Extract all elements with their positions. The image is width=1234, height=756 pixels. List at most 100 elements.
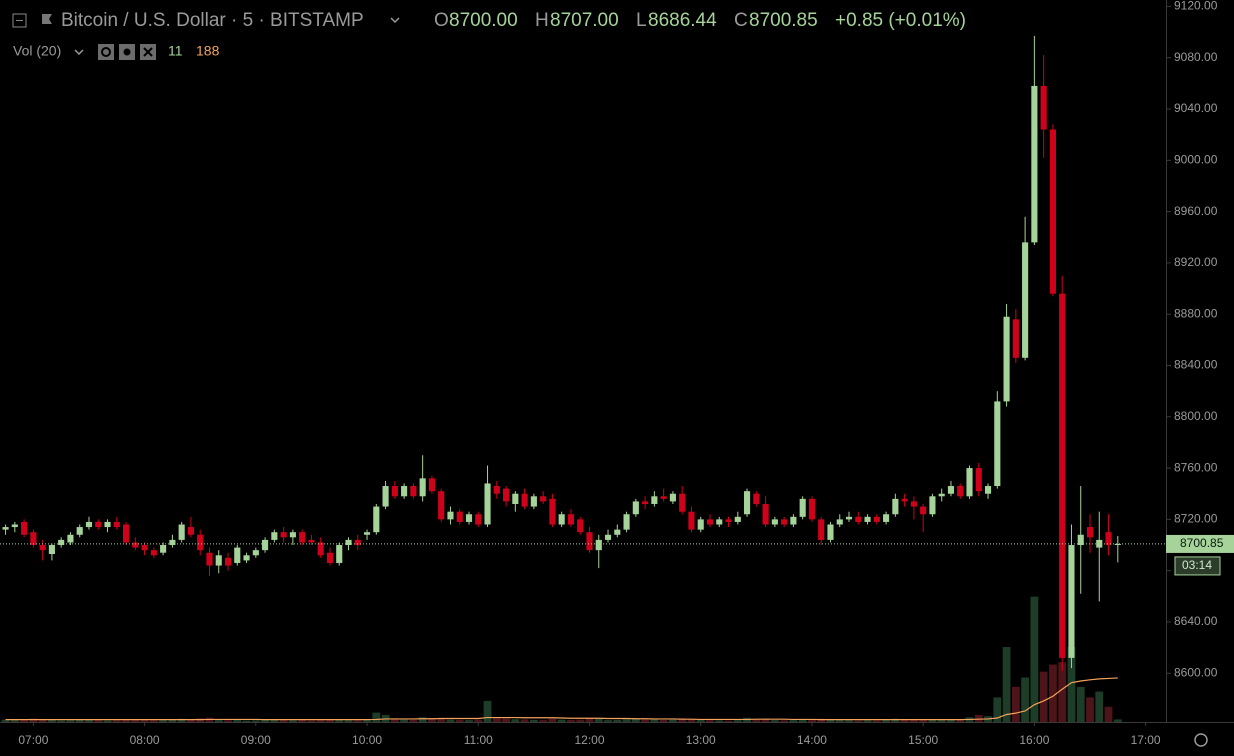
symbol-flag[interactable] bbox=[42, 13, 52, 28]
candle-body bbox=[734, 516, 741, 522]
candle-body bbox=[262, 539, 269, 551]
candle-body bbox=[1049, 129, 1056, 294]
volume-bar bbox=[288, 720, 297, 722]
volume-bar bbox=[650, 719, 659, 722]
gear-icon[interactable] bbox=[1194, 733, 1208, 747]
settings-gear[interactable] bbox=[1194, 733, 1208, 747]
volume-bar bbox=[1067, 647, 1076, 722]
low-value: 8686.44 bbox=[648, 10, 717, 31]
volume-bar bbox=[437, 718, 446, 722]
candle-body bbox=[706, 519, 714, 525]
volume-bar bbox=[631, 718, 640, 722]
volume-bar bbox=[641, 719, 649, 722]
candle-body bbox=[725, 519, 732, 522]
volume-bar bbox=[177, 718, 186, 722]
volume-bar bbox=[557, 719, 566, 722]
candle-body bbox=[299, 532, 306, 543]
candle-body bbox=[512, 493, 519, 504]
candle-body bbox=[716, 519, 723, 525]
candle-body bbox=[76, 527, 83, 535]
symbol-dropdown[interactable] bbox=[390, 17, 400, 24]
volume-bar bbox=[956, 719, 965, 722]
change-value: +0.85 (+0.01%) bbox=[835, 10, 966, 31]
volume-bar bbox=[594, 718, 603, 722]
volume-bar bbox=[233, 719, 242, 722]
volume-bar bbox=[678, 718, 687, 722]
candle-body bbox=[753, 493, 760, 504]
volume-bar bbox=[168, 719, 177, 722]
volume-bar bbox=[85, 719, 93, 722]
volume-bar bbox=[48, 720, 56, 722]
candle-body bbox=[567, 514, 575, 525]
candle-body bbox=[1040, 85, 1047, 130]
candle-body bbox=[354, 539, 361, 546]
candle-body bbox=[224, 557, 232, 566]
symbol-title[interactable]: Bitcoin / U.S. Dollar · 5 · BITSTAMP bbox=[61, 10, 364, 31]
candle-body bbox=[58, 539, 65, 546]
candle-body bbox=[614, 529, 621, 535]
volume-bar bbox=[604, 720, 612, 722]
y-tick-label: 9080.00 bbox=[1174, 50, 1218, 64]
candle-body bbox=[966, 468, 973, 497]
candle-body bbox=[660, 496, 667, 499]
candle-body bbox=[595, 539, 602, 551]
last-price-box bbox=[1166, 534, 1234, 553]
candle-body bbox=[892, 498, 899, 515]
collapse-button[interactable] bbox=[12, 13, 27, 28]
countdown-label: 03:14 bbox=[1182, 558, 1212, 572]
volume-bar bbox=[919, 719, 928, 722]
candle-body bbox=[1096, 539, 1103, 548]
candle-body bbox=[1003, 316, 1010, 402]
volume-dropdown[interactable] bbox=[74, 49, 84, 56]
candle-body bbox=[679, 493, 686, 512]
candle-body bbox=[252, 550, 259, 556]
visibility-button[interactable] bbox=[98, 44, 114, 60]
candle-body bbox=[957, 486, 964, 497]
volume-ma-last: 188 bbox=[196, 43, 220, 59]
candle-body bbox=[669, 493, 676, 502]
candle-body bbox=[428, 478, 435, 492]
volume-bar bbox=[937, 719, 946, 722]
volume-bar bbox=[20, 719, 28, 722]
candle-body bbox=[447, 511, 454, 520]
volume-bar bbox=[187, 719, 195, 722]
volume-bar bbox=[733, 720, 742, 722]
volume-bar bbox=[159, 720, 168, 722]
candle-body bbox=[577, 519, 584, 533]
candle-body bbox=[160, 545, 167, 553]
volume-bar bbox=[529, 719, 538, 722]
volume-bar bbox=[103, 720, 112, 722]
y-tick-label: 9000.00 bbox=[1174, 152, 1218, 166]
candle-body bbox=[401, 486, 408, 497]
volume-bar bbox=[622, 719, 631, 722]
candle-body bbox=[391, 486, 398, 497]
candle-body bbox=[558, 514, 565, 525]
y-tick-label: 8600.00 bbox=[1174, 665, 1218, 679]
candle-body bbox=[530, 496, 537, 507]
volume-bar bbox=[474, 719, 483, 722]
candle-body bbox=[373, 506, 380, 533]
candle-body bbox=[11, 524, 18, 528]
volume-bar bbox=[696, 719, 705, 722]
remove-icon bbox=[143, 47, 153, 57]
volume-bar bbox=[140, 720, 149, 722]
volume-bar bbox=[94, 720, 103, 722]
candle-body bbox=[197, 534, 204, 551]
candle-body bbox=[326, 552, 334, 563]
volume-bar bbox=[372, 712, 381, 722]
volume-bar bbox=[38, 719, 47, 722]
volume-bar bbox=[1104, 706, 1113, 722]
candle-body bbox=[549, 498, 556, 525]
close-letter: C bbox=[734, 10, 748, 31]
volume-bar bbox=[446, 719, 455, 722]
volume-bar bbox=[224, 720, 232, 722]
volume-bar bbox=[1049, 664, 1057, 722]
high-letter: H bbox=[535, 10, 549, 31]
candle-body bbox=[1022, 242, 1029, 358]
volume-bar bbox=[10, 720, 19, 722]
candle-body bbox=[67, 534, 74, 543]
volume-bar bbox=[270, 719, 279, 722]
volume-bar bbox=[344, 720, 353, 722]
volume-bar bbox=[752, 719, 761, 722]
